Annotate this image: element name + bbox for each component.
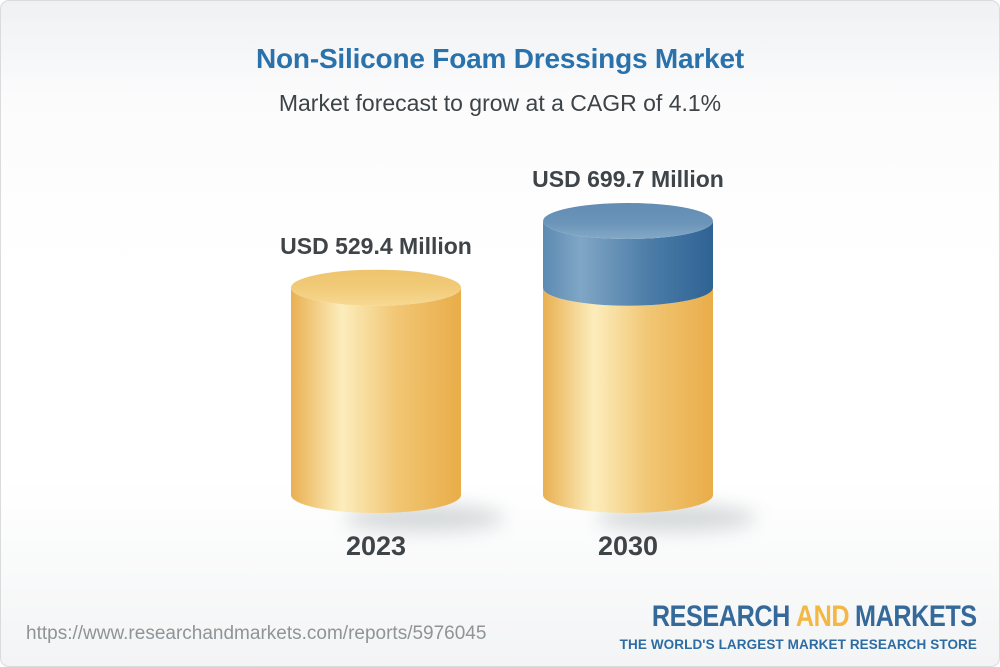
- logo-word-and: AND: [796, 600, 850, 633]
- bar-category-label: 2030: [597, 531, 659, 561]
- logo-word-markets: MARKETS: [855, 600, 977, 633]
- page-title: Non-Silicone Foam Dressings Market: [256, 43, 744, 74]
- chart-subtitle: Market forecast to grow at a CAGR of 4.1…: [278, 90, 722, 116]
- bar-category-label: 2023: [345, 531, 407, 561]
- research-and-markets-logo: RESEARCH AND MARKETS THE WORLD'S LARGEST M…: [590, 602, 978, 653]
- bar-cylinder-2030: [543, 203, 756, 532]
- bar-value-label: USD 699.7 Million: [532, 166, 724, 192]
- bar-value-label: USD 529.4 Million: [280, 232, 472, 259]
- bar-top-ellipse: [543, 203, 713, 239]
- bar-top-ellipse: [291, 269, 461, 306]
- bar-segment-base: [291, 287, 461, 513]
- bar-cylinder-2023: [291, 269, 504, 532]
- logo-tagline: THE WORLD'S LARGEST MARKET RESEARCH STOR…: [619, 637, 977, 652]
- cylinder-chart-canvas: [291, 203, 756, 532]
- bar-segment-base: [543, 287, 713, 513]
- logo-word-research: RESEARCH: [652, 600, 791, 633]
- report-url: https://www.researchandmarkets.com/repor…: [26, 623, 487, 644]
- logo-wordmark: RESEARCH AND MARKETS: [652, 602, 977, 632]
- bar-segment-growth: [543, 221, 713, 306]
